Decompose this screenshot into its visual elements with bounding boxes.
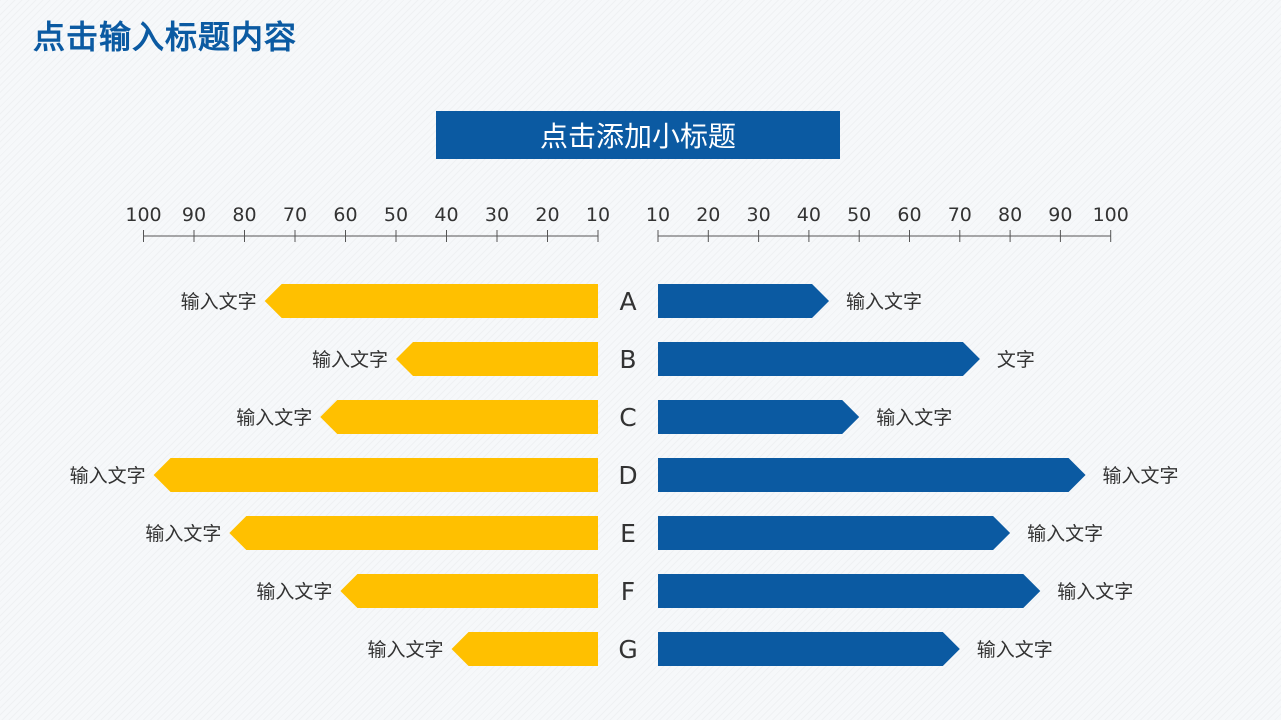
left-axis-tick-label: 90 [182, 204, 206, 226]
right-axis-tick-label: 80 [998, 204, 1022, 226]
left-axis-tick-label: 30 [485, 204, 509, 226]
right-axis-tick-label: 70 [948, 204, 972, 226]
right-bar [658, 632, 960, 666]
left-axis-tick-label: 100 [125, 204, 161, 226]
right-bar [658, 574, 1041, 608]
left-bar-label: 输入文字 [256, 581, 332, 603]
left-bar-label: 输入文字 [312, 349, 388, 371]
right-axis-tick-label: 60 [897, 204, 921, 226]
right-bar-label: 输入文字 [977, 639, 1053, 661]
category-label: G [618, 635, 637, 664]
right-bar-label: 输入文字 [846, 291, 922, 313]
right-bar-label: 输入文字 [1027, 523, 1103, 545]
left-bar [264, 284, 598, 318]
left-axis-tick-label: 80 [232, 204, 256, 226]
left-axis-tick-label: 10 [586, 204, 610, 226]
left-bar-label: 输入文字 [181, 291, 257, 313]
right-bar-label: 输入文字 [1057, 581, 1133, 603]
left-axis-tick-label: 40 [434, 204, 458, 226]
category-label: E [620, 519, 636, 548]
right-axis-tick-label: 50 [847, 204, 871, 226]
subtitle-text: 点击添加小标题 [539, 120, 736, 153]
subtitle-box: 点击添加小标题 [436, 111, 840, 159]
left-axis-tick-label: 50 [384, 204, 408, 226]
left-bar-label: 输入文字 [368, 639, 444, 661]
right-bar-label: 输入文字 [1103, 465, 1179, 487]
left-bar [396, 342, 598, 376]
left-bar-label: 输入文字 [145, 523, 221, 545]
right-axis-tick-label: 40 [797, 204, 821, 226]
right-axis-tick-label: 20 [696, 204, 720, 226]
right-bar-label: 文字 [997, 349, 1035, 371]
category-label: C [619, 403, 636, 432]
right-axis-tick-label: 10 [646, 204, 670, 226]
category-label: F [621, 577, 635, 606]
right-axis-tick-label: 30 [747, 204, 771, 226]
category-label: D [618, 461, 637, 490]
page-title: 点击输入标题内容 [33, 18, 298, 56]
left-bar [320, 400, 598, 434]
right-bar [658, 458, 1086, 492]
left-bar [153, 458, 598, 492]
category-label: A [619, 287, 636, 316]
right-axis-tick-label: 100 [1093, 204, 1129, 226]
right-bar [658, 284, 830, 318]
left-bar-label: 输入文字 [236, 407, 312, 429]
left-bar [340, 574, 598, 608]
left-axis-tick-label: 20 [535, 204, 559, 226]
category-label: B [619, 345, 636, 374]
right-bar [658, 400, 860, 434]
left-axis-tick-label: 60 [333, 204, 357, 226]
right-bar [658, 516, 1011, 550]
right-axis-tick-label: 90 [1048, 204, 1072, 226]
right-bar [658, 342, 980, 376]
left-bar [229, 516, 598, 550]
left-axis-tick-label: 70 [283, 204, 307, 226]
left-bar [451, 632, 598, 666]
right-bar-label: 输入文字 [876, 407, 952, 429]
left-bar-label: 输入文字 [70, 465, 146, 487]
